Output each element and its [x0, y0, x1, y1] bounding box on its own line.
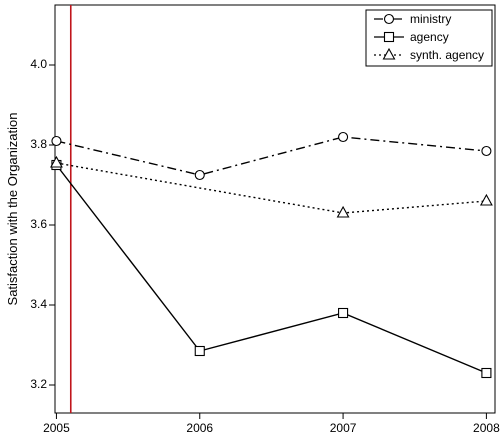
data-point [194, 169, 205, 181]
data-point [481, 145, 492, 157]
series-layer [50, 131, 493, 379]
legend-marker [383, 31, 395, 43]
y-tick-label: 3.8 [30, 137, 47, 151]
legend-label-ministry: ministry [410, 12, 451, 26]
data-point [51, 135, 62, 147]
series-ministry [51, 131, 492, 181]
data-point [481, 367, 492, 379]
y-axis-title: Satisfaction with the Organization [5, 113, 20, 306]
x-tick-label: 2008 [473, 421, 500, 435]
data-point [338, 131, 349, 143]
series-line [55, 164, 487, 374]
data-point [194, 345, 205, 357]
data-point [50, 155, 63, 168]
data-point [338, 307, 349, 319]
legend-samples [374, 13, 404, 60]
x-tick-label: 2006 [186, 421, 213, 435]
y-tick-label: 3.4 [30, 297, 47, 311]
series-line [56, 162, 487, 214]
series-line [56, 136, 487, 176]
data-point [479, 193, 493, 206]
x-tick-label: 2005 [43, 421, 70, 435]
legend-marker [383, 13, 395, 25]
series-agency [51, 159, 492, 379]
y-tick-label: 3.2 [30, 377, 47, 391]
data-point [336, 205, 350, 218]
axes-layer: 3.2 3.4 3.6 3.8 4.0 2005 2006 2007 2008 [30, 57, 500, 435]
series-synth-agency [50, 155, 493, 218]
legend: ministry agency synth. agency [365, 9, 493, 67]
plot-frame [54, 4, 496, 414]
x-tick-label: 2007 [330, 421, 357, 435]
legend-label-synth-agency: synth. agency [410, 48, 484, 62]
y-tick-label: 4.0 [30, 57, 47, 71]
y-tick-label: 3.6 [30, 217, 47, 231]
legend-label-agency: agency [410, 30, 449, 44]
legend-marker [382, 47, 396, 60]
